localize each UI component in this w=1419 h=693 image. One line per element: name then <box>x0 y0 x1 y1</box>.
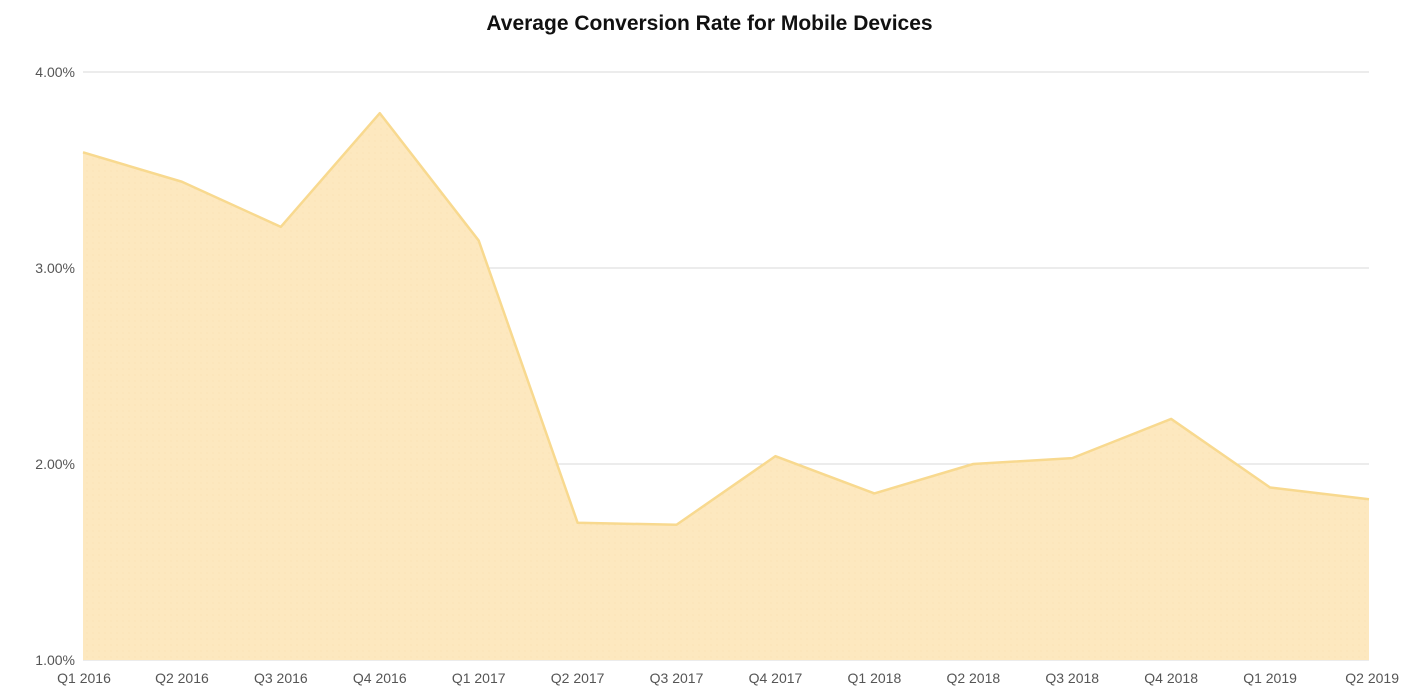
x-tick-label: Q1 2019 <box>1243 670 1297 686</box>
x-tick: Q1 2017 <box>452 670 506 686</box>
y-tick-label: 4.00% <box>35 64 75 80</box>
y-axis: 1.00% 2.00% 3.00% 4.00% <box>35 64 75 668</box>
x-tick: Q2 2019 <box>1345 670 1399 686</box>
x-tick-label: Q4 2016 <box>353 670 407 686</box>
y-tick: 3.00% <box>35 260 75 276</box>
x-tick: Q3 2016 <box>254 670 308 686</box>
y-tick: 2.00% <box>35 456 75 472</box>
x-tick-label: Q2 2017 <box>551 670 605 686</box>
chart-title: Average Conversion Rate for Mobile Devic… <box>486 12 933 35</box>
x-tick: Q2 2017 <box>551 670 605 686</box>
x-tick-label: Q2 2018 <box>946 670 1000 686</box>
x-tick-label: Q3 2018 <box>1045 670 1099 686</box>
x-tick-label: Q3 2017 <box>650 670 704 686</box>
x-tick: Q2 2018 <box>946 670 1000 686</box>
x-axis: Q1 2016 Q2 2016 Q3 2016 Q4 2016 Q1 2017 Q2 20… <box>57 670 1399 686</box>
x-tick: Q4 2017 <box>749 670 803 686</box>
x-tick: Q1 2019 <box>1243 670 1297 686</box>
x-tick: Q3 2018 <box>1045 670 1099 686</box>
y-tick: 1.00% <box>35 652 75 668</box>
x-tick-label: Q4 2017 <box>749 670 803 686</box>
y-tick-label: 1.00% <box>35 652 75 668</box>
x-tick-label: Q1 2016 <box>57 670 111 686</box>
y-tick-label: 3.00% <box>35 260 75 276</box>
x-tick-label: Q4 2018 <box>1144 670 1198 686</box>
x-tick-label: Q3 2016 <box>254 670 308 686</box>
x-tick-label: Q2 2019 <box>1345 670 1399 686</box>
area-series <box>82 111 1370 660</box>
x-tick: Q1 2018 <box>848 670 902 686</box>
x-tick-label: Q1 2017 <box>452 670 506 686</box>
x-tick: Q3 2017 <box>650 670 704 686</box>
y-tick: 4.00% <box>35 64 75 80</box>
x-tick: Q4 2016 <box>353 670 407 686</box>
x-tick: Q4 2018 <box>1144 670 1198 686</box>
x-tick-label: Q1 2018 <box>848 670 902 686</box>
area-line <box>82 111 1370 527</box>
area-texture <box>83 113 1369 660</box>
x-tick-label: Q2 2016 <box>155 670 209 686</box>
x-tick: Q1 2016 <box>57 670 111 686</box>
y-tick-label: 2.00% <box>35 456 75 472</box>
x-tick: Q2 2016 <box>155 670 209 686</box>
